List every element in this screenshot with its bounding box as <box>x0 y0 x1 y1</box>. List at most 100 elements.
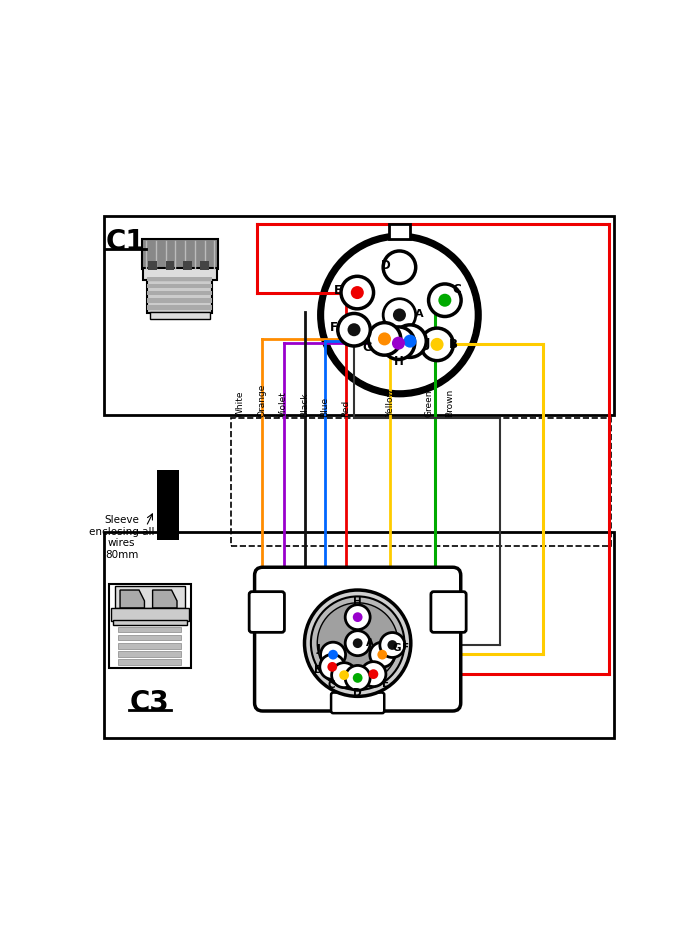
Text: E: E <box>382 679 389 689</box>
Circle shape <box>347 324 360 336</box>
Bar <box>113 621 187 624</box>
Text: A: A <box>414 309 424 319</box>
Bar <box>389 224 410 239</box>
Bar <box>150 312 209 319</box>
Bar <box>118 643 181 649</box>
Polygon shape <box>147 284 212 289</box>
Bar <box>118 652 181 657</box>
FancyBboxPatch shape <box>331 692 384 713</box>
Bar <box>104 532 614 738</box>
Polygon shape <box>147 277 212 281</box>
Bar <box>147 280 212 313</box>
Text: Red: Red <box>341 400 350 417</box>
Text: F: F <box>330 321 337 334</box>
Circle shape <box>338 313 370 346</box>
Text: C: C <box>452 283 461 296</box>
Bar <box>104 216 614 415</box>
Text: D: D <box>354 688 362 698</box>
Circle shape <box>317 603 398 684</box>
Circle shape <box>392 337 405 350</box>
Bar <box>141 239 218 269</box>
FancyBboxPatch shape <box>255 568 461 711</box>
Text: C1: C1 <box>106 228 146 255</box>
Text: B: B <box>314 665 322 675</box>
Bar <box>115 587 185 608</box>
Circle shape <box>430 338 444 351</box>
Circle shape <box>403 335 416 347</box>
Text: Sleeve
enclosing all
wires
80mm: Sleeve enclosing all wires 80mm <box>89 515 155 560</box>
Circle shape <box>377 650 387 659</box>
Circle shape <box>380 633 405 657</box>
Text: J: J <box>425 337 430 350</box>
Circle shape <box>345 631 370 656</box>
Circle shape <box>370 642 395 667</box>
Text: J: J <box>317 644 321 655</box>
Text: Green: Green <box>425 390 434 417</box>
Bar <box>200 261 209 270</box>
Text: A: A <box>365 639 374 648</box>
Circle shape <box>340 671 349 680</box>
Bar <box>148 261 157 270</box>
Circle shape <box>323 239 475 391</box>
Text: D: D <box>381 258 390 272</box>
Text: H: H <box>354 597 362 607</box>
Circle shape <box>320 655 344 679</box>
Text: B: B <box>449 338 458 351</box>
Bar <box>166 261 174 270</box>
Polygon shape <box>147 291 212 295</box>
Circle shape <box>353 673 363 683</box>
Text: E: E <box>334 284 342 297</box>
Polygon shape <box>147 298 212 303</box>
Text: H: H <box>393 355 403 368</box>
Circle shape <box>351 286 364 299</box>
Circle shape <box>353 639 363 648</box>
Text: F: F <box>402 643 409 654</box>
Circle shape <box>361 661 386 687</box>
Text: Blue: Blue <box>321 396 330 417</box>
Bar <box>111 608 189 622</box>
Bar <box>143 268 216 280</box>
Circle shape <box>393 308 406 322</box>
Circle shape <box>368 323 401 355</box>
Circle shape <box>421 328 454 360</box>
Circle shape <box>393 324 426 358</box>
Text: Orange: Orange <box>258 383 267 417</box>
Circle shape <box>321 642 346 667</box>
Bar <box>157 469 178 540</box>
Circle shape <box>328 650 338 659</box>
Polygon shape <box>153 590 177 608</box>
Circle shape <box>345 604 370 630</box>
Circle shape <box>428 284 461 317</box>
Circle shape <box>319 235 480 395</box>
Circle shape <box>438 293 452 307</box>
Circle shape <box>345 665 370 691</box>
Circle shape <box>341 276 374 308</box>
Circle shape <box>383 299 416 331</box>
Text: C: C <box>328 680 335 690</box>
Text: C3: C3 <box>130 689 170 717</box>
FancyBboxPatch shape <box>249 591 284 632</box>
Text: Black: Black <box>300 393 309 417</box>
Bar <box>183 261 192 270</box>
FancyBboxPatch shape <box>431 591 466 632</box>
Circle shape <box>304 590 411 696</box>
Circle shape <box>388 640 397 650</box>
Circle shape <box>328 662 337 672</box>
Bar <box>118 627 181 632</box>
Text: Violet: Violet <box>279 391 288 417</box>
Circle shape <box>383 251 416 284</box>
Text: G: G <box>363 342 372 354</box>
Bar <box>118 659 181 665</box>
Circle shape <box>368 669 378 679</box>
Bar <box>109 584 190 668</box>
Text: Yellow: Yellow <box>386 389 395 417</box>
Text: G: G <box>392 643 400 653</box>
Circle shape <box>353 612 363 622</box>
Bar <box>118 635 181 640</box>
Circle shape <box>332 663 356 688</box>
Polygon shape <box>120 590 144 608</box>
Polygon shape <box>147 306 212 309</box>
Circle shape <box>382 327 414 359</box>
Circle shape <box>378 332 391 345</box>
Circle shape <box>311 596 405 690</box>
